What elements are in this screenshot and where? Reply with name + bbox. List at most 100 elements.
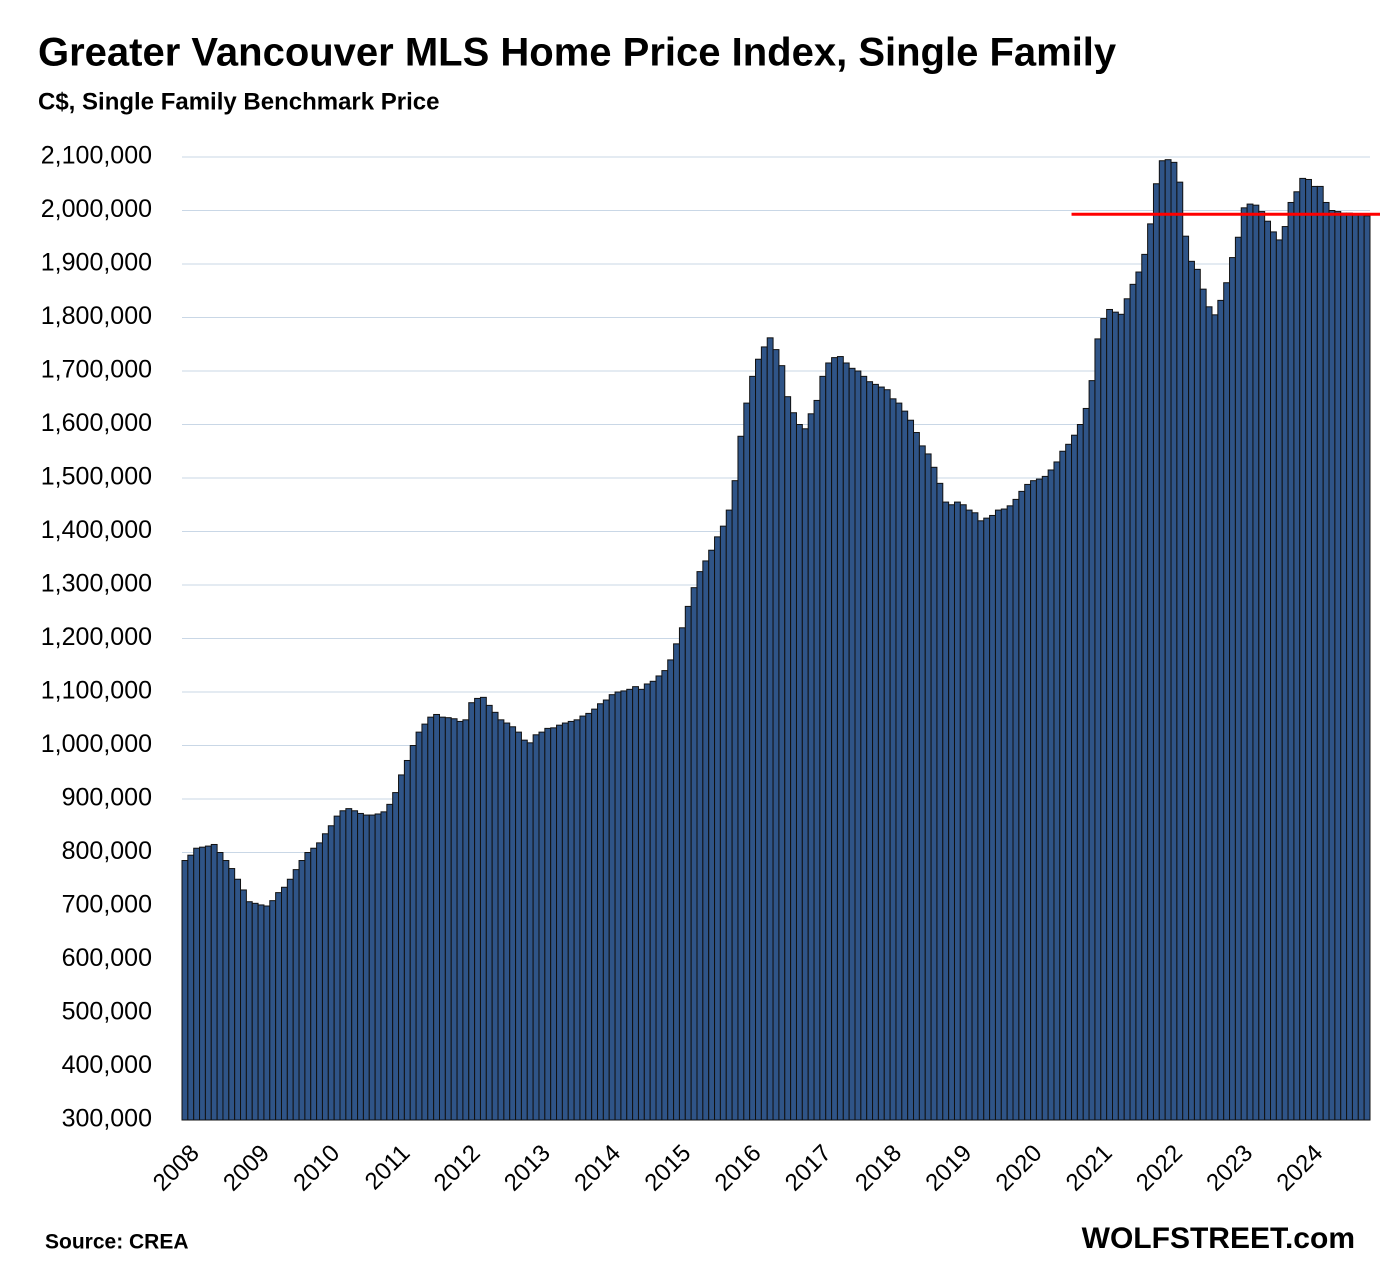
- bar: [550, 727, 558, 1121]
- bar: [1363, 215, 1371, 1121]
- bar: [901, 410, 909, 1121]
- bar: [1217, 299, 1225, 1121]
- bar: [339, 810, 347, 1121]
- bar: [983, 517, 991, 1121]
- bar: [918, 445, 926, 1121]
- x-tick-label: 2023: [1201, 1140, 1258, 1197]
- bar: [333, 815, 341, 1121]
- bar: [1275, 239, 1283, 1121]
- bar: [585, 712, 593, 1121]
- bar: [772, 349, 780, 1121]
- y-tick-label: 600,000: [62, 944, 152, 972]
- bar: [597, 703, 604, 1121]
- bar: [204, 845, 212, 1121]
- bar: [1334, 211, 1342, 1121]
- bar: [210, 843, 218, 1121]
- bar: [825, 362, 833, 1121]
- bar: [1188, 260, 1195, 1121]
- bar: [544, 727, 552, 1121]
- bar: [877, 386, 885, 1121]
- bar: [614, 691, 622, 1121]
- bar: [245, 901, 253, 1121]
- bar: [1199, 288, 1207, 1121]
- bar: [275, 892, 282, 1121]
- bar: [737, 435, 745, 1121]
- bar: [883, 389, 891, 1121]
- bar: [1176, 181, 1184, 1121]
- bar: [743, 402, 751, 1121]
- bar: [380, 811, 388, 1121]
- bar: [269, 900, 277, 1121]
- bar: [1328, 210, 1336, 1121]
- bar: [801, 428, 809, 1121]
- bar: [1270, 231, 1277, 1121]
- bar: [1287, 201, 1295, 1121]
- y-tick-label: 1,400,000: [41, 516, 152, 544]
- bar: [848, 367, 856, 1121]
- bar: [234, 878, 242, 1121]
- y-tick-label: 2,000,000: [41, 195, 152, 223]
- bar: [1240, 207, 1248, 1121]
- bar: [1112, 311, 1119, 1121]
- bar: [930, 466, 938, 1121]
- x-tick-label: 2010: [288, 1140, 345, 1197]
- bar: [509, 726, 517, 1121]
- bar: [1170, 161, 1178, 1121]
- bar: [649, 680, 657, 1121]
- y-tick-label: 1,500,000: [41, 463, 152, 491]
- bar: [362, 814, 370, 1121]
- bar: [1322, 201, 1330, 1121]
- bar: [240, 889, 247, 1121]
- bar: [298, 860, 306, 1121]
- bar: [655, 675, 663, 1121]
- source-note: Source: CREA: [45, 1231, 189, 1254]
- bar: [620, 690, 628, 1121]
- bar: [924, 453, 932, 1121]
- bar: [438, 716, 446, 1121]
- bar: [684, 605, 692, 1121]
- bar: [725, 509, 733, 1121]
- bar: [1117, 313, 1125, 1121]
- bar: [450, 718, 458, 1121]
- bar: [696, 571, 704, 1121]
- bar: [187, 854, 195, 1121]
- bar: [1018, 490, 1026, 1121]
- bar: [831, 357, 838, 1121]
- bar: [1135, 271, 1143, 1121]
- bar: [199, 846, 206, 1121]
- bar: [936, 482, 944, 1121]
- bar: [1193, 268, 1201, 1121]
- bar: [468, 702, 476, 1121]
- bar: [1053, 461, 1061, 1121]
- bar: [948, 504, 955, 1121]
- bar: [579, 715, 587, 1121]
- bar: [292, 869, 300, 1121]
- bar: [1351, 213, 1359, 1121]
- y-tick-label: 500,000: [62, 998, 152, 1026]
- x-tick-label: 2024: [1272, 1140, 1329, 1197]
- bar: [491, 711, 499, 1121]
- bar: [532, 734, 540, 1121]
- bar: [854, 370, 862, 1121]
- x-tick-label: 2014: [569, 1140, 626, 1197]
- bar: [766, 337, 774, 1121]
- bar: [959, 504, 967, 1121]
- bar: [907, 419, 915, 1121]
- bar: [345, 808, 353, 1121]
- bar: [1106, 308, 1114, 1121]
- bar: [895, 402, 903, 1121]
- bar: [1234, 236, 1242, 1121]
- chart-title: Greater Vancouver MLS Home Price Index, …: [38, 31, 1117, 75]
- y-tick-label: 1,900,000: [41, 249, 152, 277]
- y-tick-label: 1,800,000: [41, 302, 152, 330]
- bar: [866, 381, 874, 1121]
- bar: [280, 886, 288, 1121]
- bar: [790, 412, 797, 1121]
- bar: [228, 868, 236, 1121]
- bar: [719, 525, 727, 1121]
- x-tick-label: 2012: [429, 1140, 486, 1197]
- bar: [304, 852, 312, 1121]
- y-tick-label: 1,200,000: [41, 623, 152, 651]
- bar: [778, 365, 786, 1121]
- bar: [643, 683, 651, 1121]
